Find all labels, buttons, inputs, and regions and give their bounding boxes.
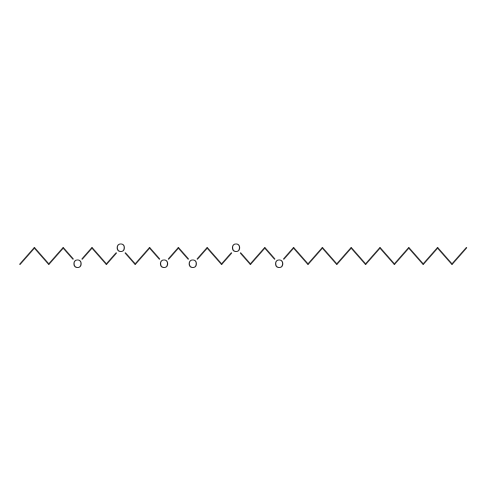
- oxygen-label: O: [73, 257, 82, 271]
- bond: [106, 253, 116, 264]
- bond: [169, 248, 179, 259]
- bond: [82, 248, 92, 259]
- bond: [394, 248, 408, 264]
- bond: [178, 248, 188, 259]
- oxygen-label: O: [188, 257, 197, 271]
- bond: [380, 248, 394, 264]
- bond: [351, 248, 365, 264]
- bond: [135, 248, 149, 264]
- bond: [308, 248, 322, 264]
- oxygen-label: O: [231, 241, 240, 255]
- bond: [366, 248, 380, 264]
- bond: [20, 248, 34, 264]
- bond: [207, 248, 221, 264]
- bond: [125, 253, 135, 264]
- bond: [63, 248, 73, 259]
- bond: [241, 253, 251, 264]
- bond: [423, 248, 437, 264]
- molecule-diagram: O O O O O O: [0, 0, 500, 500]
- bond: [49, 248, 63, 264]
- bond: [294, 248, 308, 264]
- bond: [452, 248, 466, 264]
- bond: [197, 248, 207, 259]
- oxygen-label: O: [116, 241, 125, 255]
- oxygen-label: O: [159, 257, 168, 271]
- bond: [265, 248, 275, 259]
- bond: [150, 248, 160, 259]
- bond: [322, 248, 336, 264]
- bond: [222, 253, 232, 264]
- bond: [409, 248, 423, 264]
- bond: [284, 248, 294, 259]
- oxygen-label: O: [275, 257, 284, 271]
- bond: [92, 248, 106, 264]
- bond: [337, 248, 351, 264]
- molecule-svg: O O O O O O: [0, 0, 500, 500]
- bond: [438, 248, 452, 264]
- bond: [34, 248, 48, 264]
- bond: [250, 248, 264, 264]
